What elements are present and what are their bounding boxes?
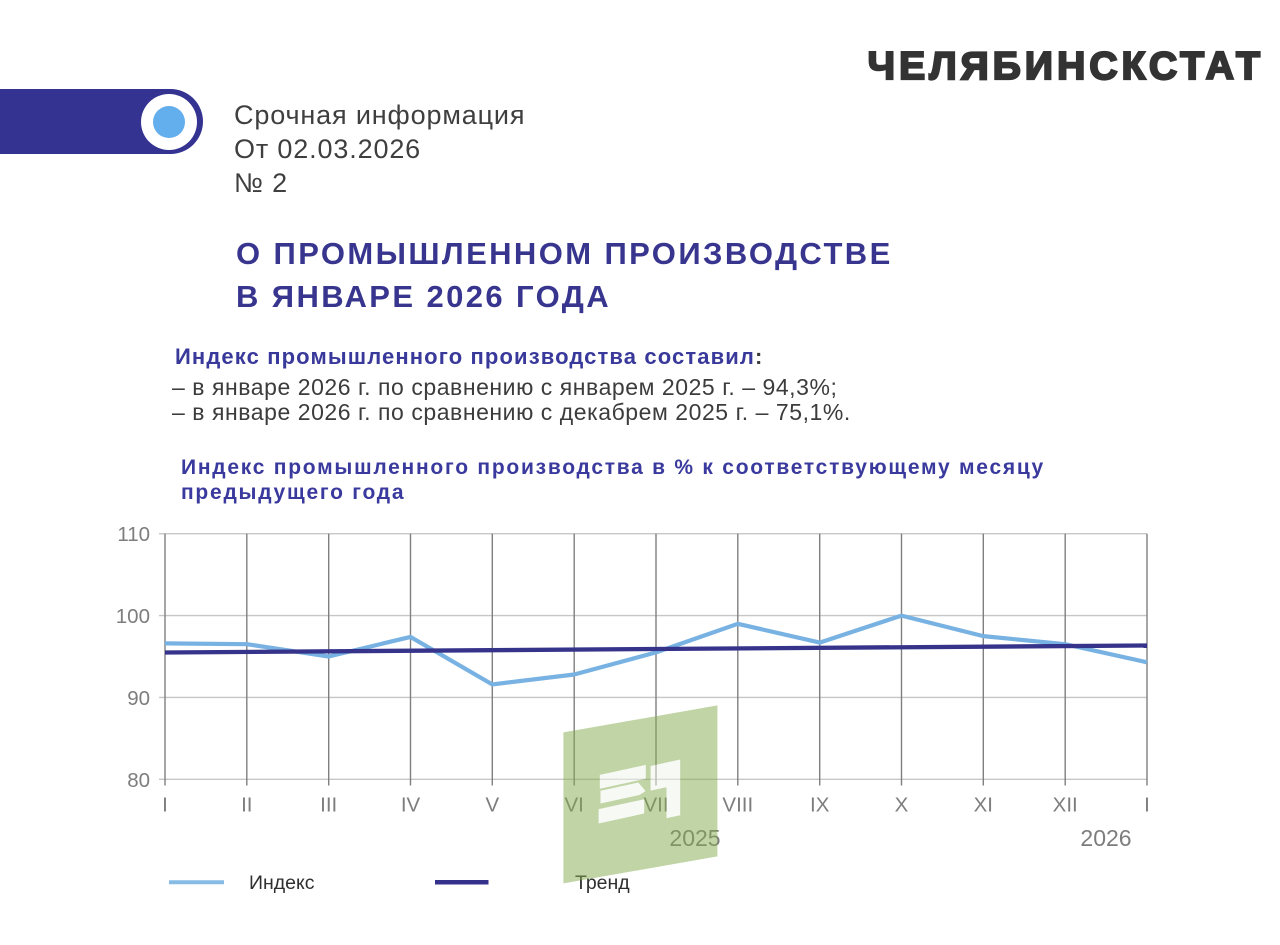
svg-text:80: 80 [127, 769, 150, 792]
svg-text:2026: 2026 [1080, 825, 1131, 851]
svg-text:III: III [320, 794, 337, 817]
svg-text:I: I [1144, 794, 1150, 817]
svg-text:XI: XI [974, 794, 993, 817]
svg-text:90: 90 [127, 687, 150, 710]
svg-text:IX: IX [810, 794, 830, 817]
svg-text:IV: IV [401, 794, 421, 817]
svg-text:110: 110 [117, 523, 150, 546]
svg-text:I: I [162, 794, 168, 817]
svg-text:V: V [485, 794, 499, 817]
svg-text:XII: XII [1053, 794, 1078, 817]
svg-text:Индекс: Индекс [249, 872, 315, 894]
svg-text:VIII: VIII [722, 794, 753, 817]
svg-text:X: X [895, 794, 909, 817]
svg-text:II: II [241, 794, 252, 817]
svg-text:100: 100 [116, 605, 150, 628]
